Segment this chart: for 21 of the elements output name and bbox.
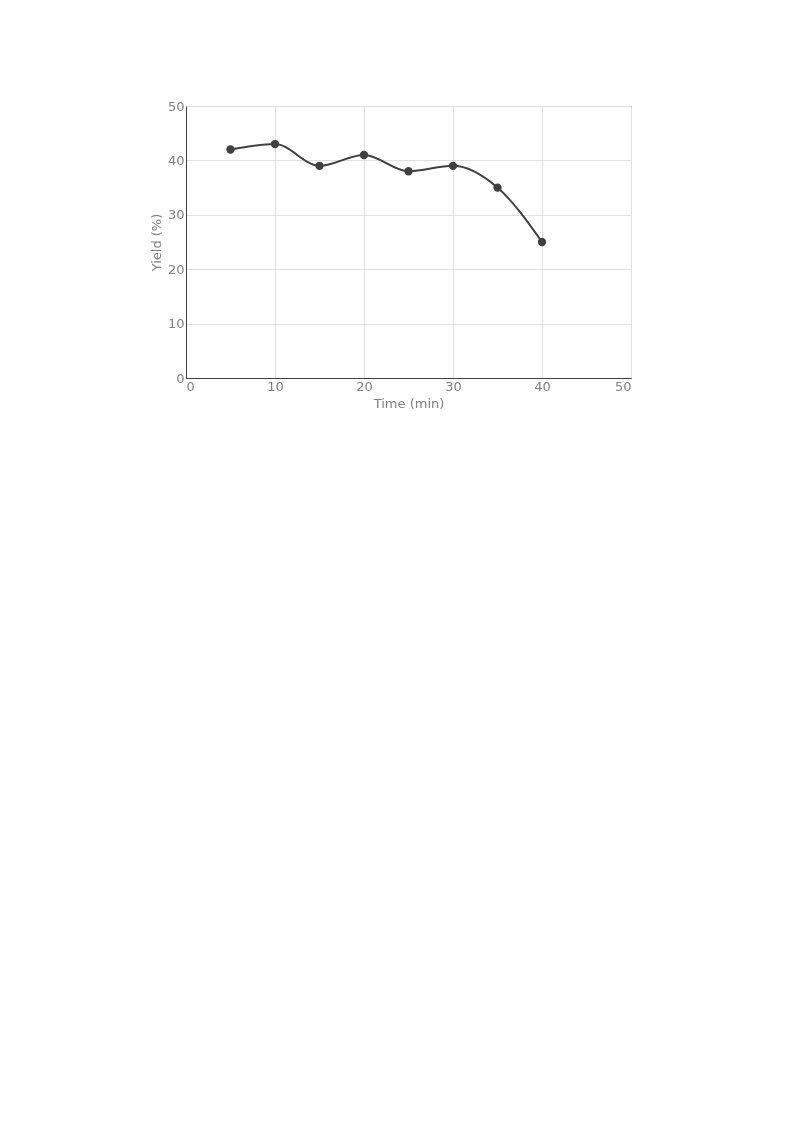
y-tick-label: 50	[167, 98, 185, 114]
y-tick-label: 40	[167, 152, 185, 168]
point	[359, 150, 369, 160]
point	[226, 145, 235, 154]
x-tick-label: 30	[445, 378, 462, 394]
y-axis-title: Yield (%)	[148, 213, 164, 273]
point	[270, 139, 280, 149]
x-tick-label: 0	[186, 378, 195, 394]
point	[448, 161, 458, 171]
x-axis-title: Time (min)	[372, 395, 445, 411]
point	[493, 183, 502, 192]
point	[315, 161, 324, 171]
x-tick-label: 20	[356, 378, 373, 394]
y-tick-label: 30	[167, 207, 185, 223]
point	[537, 237, 547, 247]
x-tick-label: 50	[614, 378, 632, 394]
y-tick-label: 20	[167, 261, 185, 277]
x-tick-label: 10	[267, 378, 284, 394]
point	[404, 167, 413, 176]
y-tick-label: 10	[167, 316, 185, 332]
x-tick-label: 40	[534, 378, 551, 394]
